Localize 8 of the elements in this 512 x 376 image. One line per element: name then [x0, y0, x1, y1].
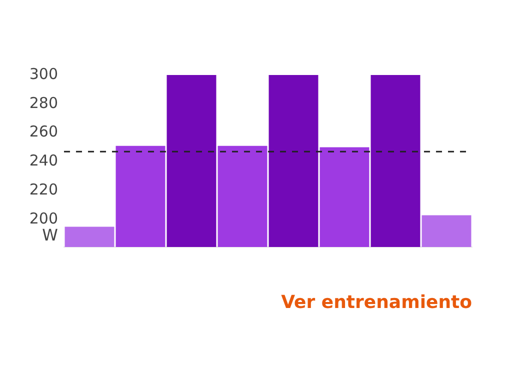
y-tick-label: 200 [29, 209, 58, 228]
y-tick-label: 260 [29, 122, 58, 141]
y-tick-label: 240 [29, 152, 58, 170]
text: Ver entrenamiento [281, 292, 472, 313]
y-axis-title: W [42, 226, 58, 245]
y-tick-label: 280 [29, 94, 58, 112]
y-tick-label: 300 [29, 64, 58, 83]
y-tick-label: 220 [29, 180, 58, 199]
